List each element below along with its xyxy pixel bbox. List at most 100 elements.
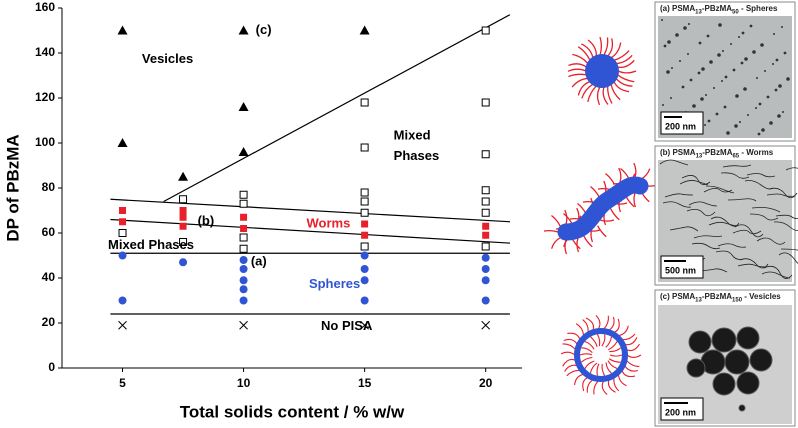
phase-boundary	[163, 14, 511, 203]
annotation: (a)	[251, 254, 267, 269]
open-square-point	[118, 229, 127, 237]
open-square-point	[239, 233, 248, 242]
square-point	[179, 222, 187, 230]
x-tick-label: 20	[479, 376, 493, 390]
circle-point	[239, 256, 248, 264]
phase-boundary	[110, 198, 510, 223]
annotation: (b)	[198, 213, 215, 228]
circle-point	[118, 251, 127, 260]
caption-text: (b) PSMA	[660, 148, 696, 157]
x-tick-label: 10	[237, 376, 251, 390]
worm-schematic	[543, 162, 658, 255]
triangle-point	[359, 25, 370, 35]
cross-point	[481, 320, 491, 330]
cross-point	[360, 320, 369, 330]
open-square-point	[360, 197, 369, 206]
square-point	[361, 220, 369, 228]
annotation: Vesicles	[142, 51, 193, 66]
caption-text: -PBzMA	[701, 292, 733, 301]
circle-point	[360, 276, 369, 285]
annotation: No PISA	[321, 318, 373, 333]
square-point	[119, 207, 127, 214]
triangle-point	[178, 171, 189, 181]
open-square-point	[481, 197, 490, 206]
y-tick-label: 40	[42, 270, 56, 284]
annotation: Spheres	[309, 276, 360, 291]
open-square-point	[360, 208, 369, 217]
open-square-point	[239, 244, 248, 253]
open-square-point	[239, 190, 248, 199]
open-square-point	[360, 188, 369, 197]
x-tick-label: 5	[119, 376, 126, 390]
circle-point	[239, 296, 248, 305]
cross-point	[118, 320, 127, 330]
panel-caption: (b) PSMA13-PBzMA65 - Worms	[660, 148, 773, 160]
scale-bar-label: 500 nm	[665, 265, 696, 275]
triangle-point	[238, 102, 249, 111]
caption-subscript: 50	[732, 9, 739, 16]
square-point	[179, 207, 187, 214]
open-square-point	[481, 208, 490, 217]
square-point	[482, 222, 490, 230]
square-point	[240, 213, 248, 221]
y-tick-label: 20	[42, 315, 56, 329]
annotation: Worms	[307, 215, 351, 230]
circle-point	[481, 253, 490, 262]
y-axis-label: DP of PBzMA	[3, 134, 22, 241]
square-point	[119, 218, 127, 226]
square-point	[482, 231, 490, 239]
triangle-point	[238, 147, 249, 156]
circle-point	[239, 285, 248, 294]
y-tick-label: 140	[35, 45, 55, 59]
triangle-point	[117, 25, 128, 35]
caption-text: - Worms	[739, 148, 774, 157]
caption-text: -PBzMA	[701, 4, 733, 13]
circle-point	[360, 265, 369, 273]
open-square-point	[481, 26, 490, 35]
x-axis-label: Total solids content / % w/w	[180, 402, 405, 421]
y-tick-label: 100	[35, 135, 55, 149]
circle-point	[118, 296, 127, 305]
square-point	[179, 213, 187, 221]
caption-subscript: 13	[695, 153, 703, 160]
caption-text: (c) PSMA	[660, 292, 696, 301]
sphere-schematic	[567, 36, 637, 106]
scale-bar-label: 200 nm	[665, 407, 696, 417]
panel-caption: (a) PSMA13-PBzMA50 - Spheres	[660, 4, 777, 16]
circle-point	[360, 251, 369, 260]
caption-text: - Spheres	[738, 4, 778, 13]
circle-point	[360, 296, 369, 305]
annotation: Mixed Phases	[108, 237, 194, 252]
annotation: Phases	[394, 148, 440, 163]
circle-point	[239, 276, 248, 285]
y-tick-label: 160	[35, 0, 55, 14]
caption-subscript: 13	[695, 297, 702, 304]
open-square-point	[481, 150, 490, 159]
y-tick-label: 120	[35, 90, 55, 104]
tem-images	[654, 1, 798, 427]
open-square-point	[481, 186, 490, 195]
open-square-point	[481, 242, 490, 251]
square-point	[361, 231, 369, 239]
open-square-point	[179, 238, 188, 246]
open-square-point	[481, 98, 490, 107]
phase-boundary	[110, 218, 510, 244]
y-tick-label: 0	[48, 360, 55, 374]
open-square-point	[360, 242, 369, 251]
scale-bar-label: 200 nm	[665, 121, 696, 131]
circle-point	[239, 265, 248, 273]
caption-text: - Vesicles	[742, 292, 781, 301]
circle-point	[481, 265, 490, 273]
circle-point	[481, 296, 490, 305]
circle-point	[179, 258, 188, 267]
triangle-point	[238, 25, 249, 35]
caption-text: (a) PSMA	[660, 4, 696, 13]
caption-subscript: 150	[732, 297, 743, 304]
open-square-point	[239, 199, 248, 208]
circle-point	[481, 276, 490, 285]
triangle-point	[117, 138, 128, 147]
caption-subscript: 65	[732, 153, 740, 160]
annotation: Mixed	[394, 128, 431, 143]
annotation: (c)	[256, 22, 272, 37]
